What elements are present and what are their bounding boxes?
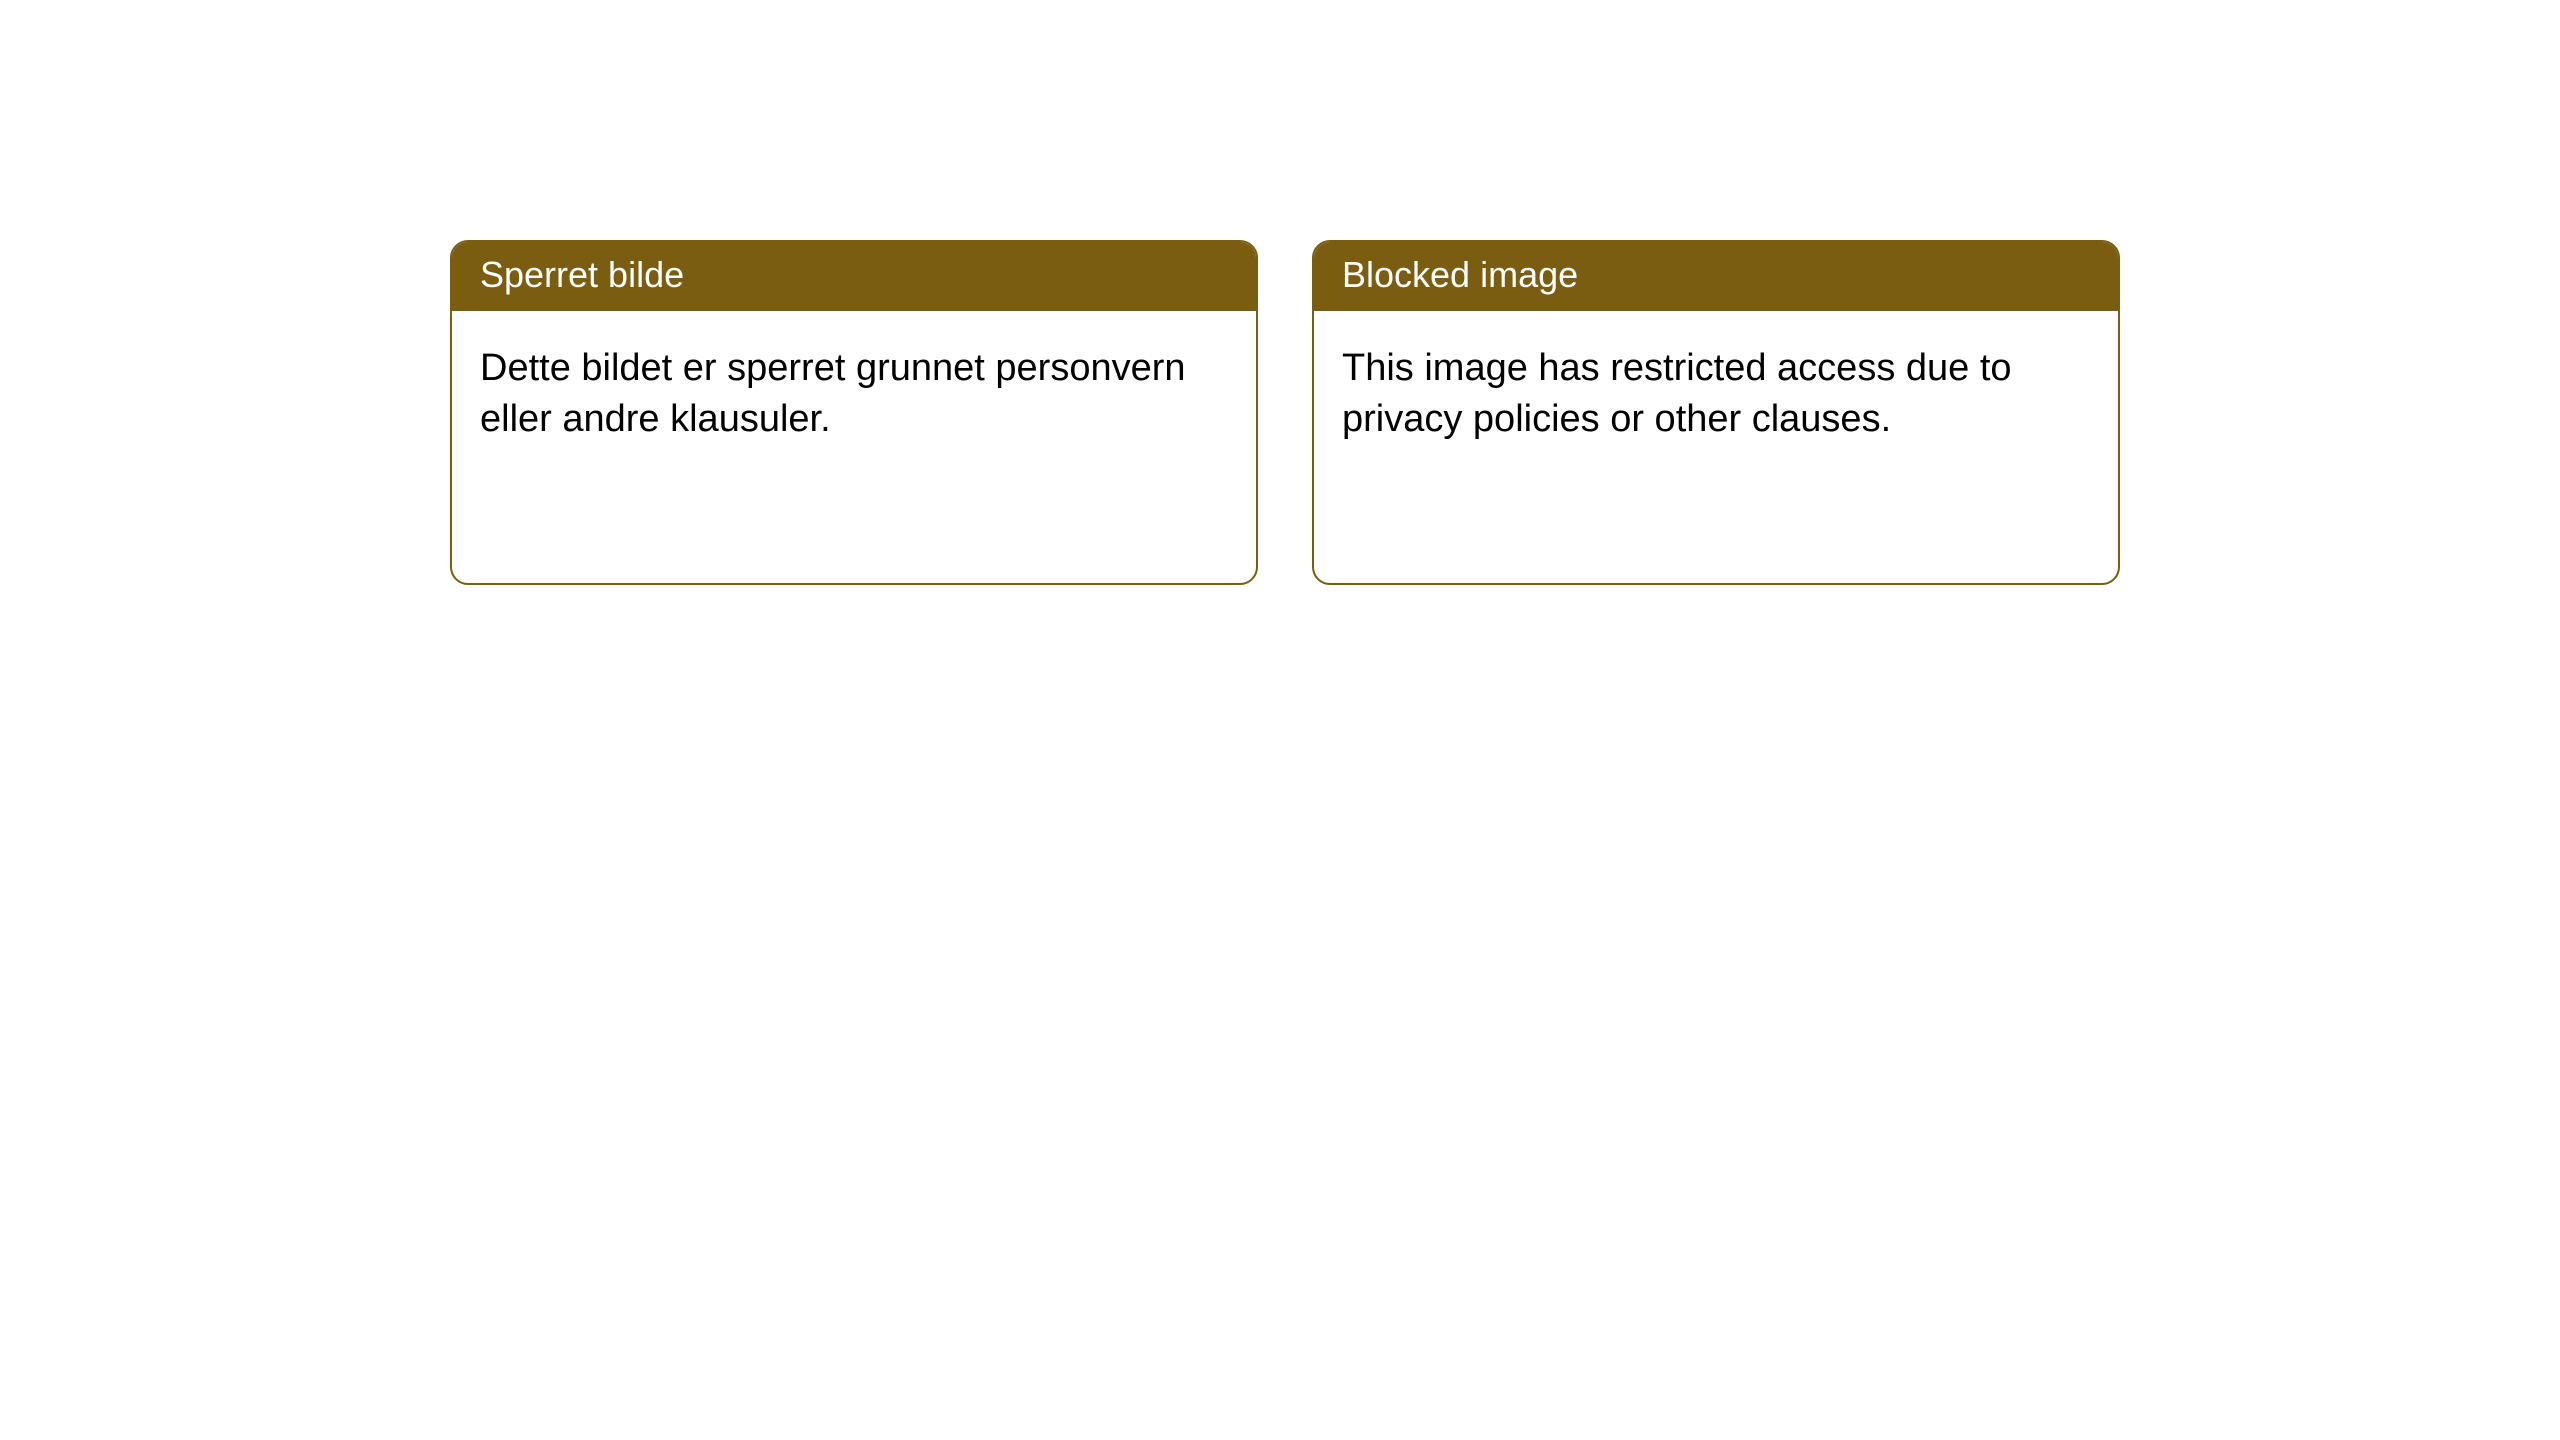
notice-header: Sperret bilde	[452, 242, 1256, 311]
notice-card-norwegian: Sperret bilde Dette bildet er sperret gr…	[450, 240, 1258, 585]
notice-body: Dette bildet er sperret grunnet personve…	[452, 311, 1256, 583]
notice-card-english: Blocked image This image has restricted …	[1312, 240, 2120, 585]
notice-body: This image has restricted access due to …	[1314, 311, 2118, 583]
notice-container: Sperret bilde Dette bildet er sperret gr…	[0, 0, 2560, 585]
notice-header: Blocked image	[1314, 242, 2118, 311]
